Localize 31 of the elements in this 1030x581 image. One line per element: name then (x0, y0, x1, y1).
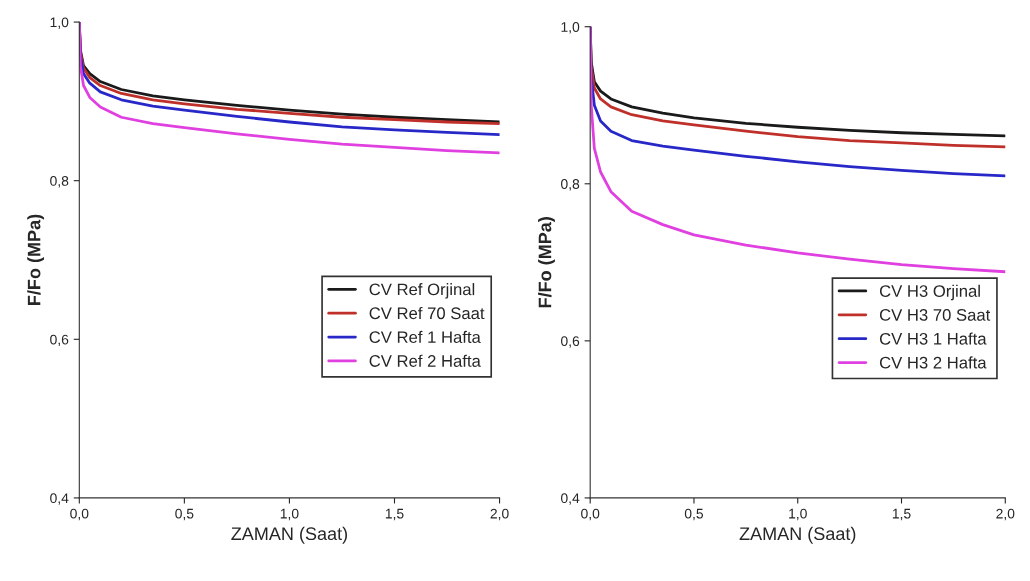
y-axis-title: F/Fo (MPa) (538, 217, 555, 308)
y-tick-label: 0,4 (50, 493, 69, 505)
legend-label: CV Ref 1 Hafta (369, 330, 481, 344)
x-tick-label: 1,5 (892, 508, 911, 521)
y-tick-label: 0,8 (50, 176, 69, 188)
x-tick-label: 0,5 (684, 508, 704, 521)
legend-label: CV H3 Orjinal (879, 284, 980, 301)
legend-label: CV H3 70 Saat (879, 309, 991, 321)
legend-label: CV Ref 2 Hafta (369, 354, 481, 367)
y-tick-label: 0,4 (561, 493, 580, 505)
x-tick-label: 0,0 (70, 508, 89, 521)
x-tick-label: 0,5 (175, 508, 194, 521)
legend-label: CV H3 1 Hafta (879, 332, 987, 345)
x-axis-title: ZAMAN (Saat) (231, 526, 347, 544)
x-tick-label: 2,0 (490, 508, 509, 521)
x-tick-label: 1,5 (385, 508, 404, 521)
y-tick-label: 0,8 (561, 179, 580, 191)
x-axis-title: ZAMAN (Saat) (739, 526, 856, 544)
legend-label: CV H3 2 Hafta (879, 356, 987, 369)
y-tick-label: 0,6 (50, 334, 69, 347)
x-tick-label: 0,0 (581, 508, 600, 521)
line-series (590, 26, 1006, 274)
legend-label: CV Ref Orjinal (369, 283, 475, 299)
x-tick-label: 2,0 (996, 508, 1015, 521)
y-tick-label: 1,0 (50, 17, 69, 29)
x-tick-label: 1,0 (280, 508, 299, 521)
y-tick-label: 1,0 (561, 22, 580, 34)
y-tick-label: 0,6 (561, 336, 580, 348)
legend-label: CV Ref 70 Saat (369, 306, 485, 320)
y-axis-title: F/Fo (MPa) (27, 214, 45, 305)
x-tick-label: 1,0 (789, 508, 807, 521)
